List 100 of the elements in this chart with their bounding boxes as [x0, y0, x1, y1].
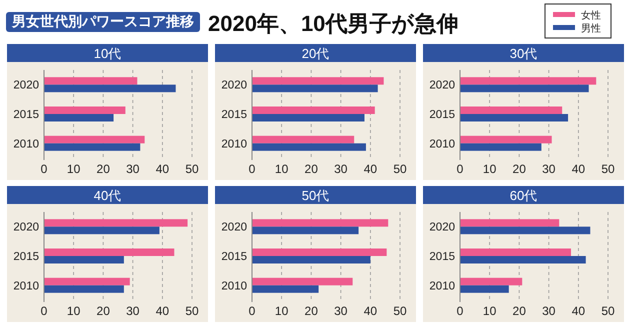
- x-tick-label: 20: [304, 162, 318, 176]
- x-tick-label: 40: [364, 162, 378, 176]
- y-tick-label: 2020: [221, 222, 247, 234]
- legend-label: 男性: [581, 22, 601, 34]
- x-tick-label: 40: [156, 304, 170, 318]
- bar: [460, 256, 586, 264]
- x-tick-label: 30: [334, 162, 348, 176]
- chart-title: 60代: [510, 188, 538, 203]
- bar: [460, 285, 509, 293]
- x-tick-label: 0: [456, 304, 464, 318]
- x-tick-label: 0: [40, 162, 48, 176]
- x-tick-label: 10: [66, 304, 81, 318]
- y-tick-label: 2020: [13, 222, 39, 234]
- y-tick-label: 2015: [429, 251, 455, 263]
- x-tick-label: 40: [572, 304, 586, 318]
- bar: [460, 219, 560, 227]
- x-tick-label: 20: [512, 162, 526, 176]
- bar: [460, 84, 589, 92]
- x-tick-label: 10: [274, 304, 289, 318]
- bar: [44, 248, 174, 256]
- bar: [44, 114, 114, 122]
- x-tick-label: 20: [96, 304, 110, 318]
- y-tick-label: 2020: [13, 80, 39, 92]
- x-tick-label: 0: [40, 304, 48, 318]
- chart-title: 10代: [94, 46, 122, 61]
- bar: [460, 77, 596, 85]
- bar: [44, 77, 138, 85]
- x-tick-label: 50: [185, 304, 199, 318]
- bar: [460, 143, 542, 151]
- x-tick-label: 10: [482, 304, 497, 318]
- bar: [460, 248, 571, 256]
- bar: [252, 219, 388, 227]
- x-tick-label: 50: [393, 162, 407, 176]
- x-tick-label: 10: [482, 162, 497, 176]
- bar: [252, 143, 366, 151]
- bar: [460, 278, 522, 286]
- x-tick-label: 20: [304, 304, 318, 318]
- bar: [252, 136, 354, 144]
- bar: [252, 278, 353, 286]
- x-tick-label: 30: [126, 162, 140, 176]
- y-tick-label: 2010: [429, 138, 455, 150]
- bar: [44, 219, 188, 227]
- bar: [252, 226, 359, 234]
- y-tick-label: 2010: [221, 138, 247, 150]
- x-tick-label: 30: [334, 304, 348, 318]
- y-tick-label: 2015: [13, 109, 39, 121]
- bar: [44, 226, 160, 234]
- chart-title: 30代: [510, 46, 538, 61]
- y-tick-label: 2015: [429, 109, 455, 121]
- text: 2020年、10代男子が急伸: [208, 11, 458, 36]
- legend-label: 女性: [581, 10, 601, 22]
- bar: [252, 248, 387, 256]
- y-tick-label: 2015: [13, 251, 39, 263]
- bar: [252, 114, 364, 122]
- x-tick-label: 0: [248, 304, 256, 318]
- y-tick-label: 2010: [221, 280, 247, 292]
- y-tick-label: 2020: [429, 222, 455, 234]
- x-tick-label: 40: [572, 162, 586, 176]
- bar: [252, 77, 384, 85]
- chart-title: 40代: [94, 188, 122, 203]
- bar: [44, 285, 124, 293]
- x-tick-label: 30: [126, 304, 140, 318]
- x-tick-label: 0: [248, 162, 256, 176]
- x-tick-label: 50: [393, 304, 407, 318]
- bar: [44, 84, 176, 92]
- chart-title: 20代: [302, 46, 330, 61]
- x-tick-label: 0: [456, 162, 464, 176]
- x-tick-label: 50: [601, 162, 615, 176]
- x-tick-label: 50: [601, 304, 615, 318]
- bar: [44, 106, 126, 114]
- y-tick-label: 2010: [13, 280, 39, 292]
- bar: [460, 136, 552, 144]
- x-tick-label: 10: [274, 162, 289, 176]
- bar: [252, 256, 370, 264]
- x-tick-label: 20: [512, 304, 526, 318]
- x-tick-label: 50: [185, 162, 199, 176]
- x-tick-label: 40: [156, 162, 170, 176]
- bar: [44, 256, 124, 264]
- x-tick-label: 40: [364, 304, 378, 318]
- x-tick-label: 30: [542, 162, 556, 176]
- bar: [44, 143, 140, 151]
- bar: [252, 285, 319, 293]
- text: 男女世代別パワースコア推移: [11, 13, 194, 29]
- y-tick-label: 2020: [429, 80, 455, 92]
- chart-title: 50代: [302, 188, 330, 203]
- x-tick-label: 10: [66, 162, 81, 176]
- y-tick-label: 2010: [13, 138, 39, 150]
- bar: [252, 84, 378, 92]
- bar: [460, 106, 562, 114]
- bar: [252, 106, 375, 114]
- y-tick-label: 2020: [221, 80, 247, 92]
- y-tick-label: 2010: [429, 280, 455, 292]
- bar: [460, 226, 590, 234]
- bar: [44, 278, 130, 286]
- x-tick-label: 20: [96, 162, 110, 176]
- y-tick-label: 2015: [221, 109, 247, 121]
- bar: [44, 136, 145, 144]
- bar: [460, 114, 568, 122]
- x-tick-label: 30: [542, 304, 556, 318]
- y-tick-label: 2015: [221, 251, 247, 263]
